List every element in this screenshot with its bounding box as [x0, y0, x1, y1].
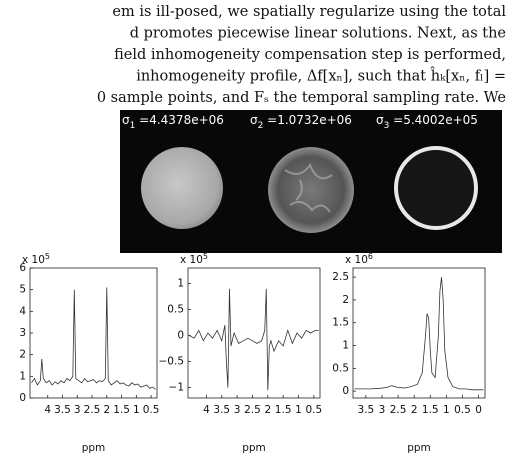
y-tick-label: 1 — [342, 340, 349, 352]
y-tick-label: 0 — [177, 330, 184, 342]
y-tick-label: 0 — [342, 385, 349, 397]
x-tick-label: 3.5 — [54, 404, 71, 416]
sigma-subscript: 1 — [130, 121, 136, 131]
y-tick-label: 2 — [19, 349, 26, 361]
x-tick-label: 3 — [74, 404, 81, 416]
x-tick-label: 2.5 — [84, 404, 101, 416]
multiplier-exponent: 5 — [203, 252, 208, 261]
sigma-subscript: 3 — [384, 121, 390, 131]
paragraph-line: d promotes piecewise linear solutions. N… — [130, 26, 506, 42]
y-tick-label: 3 — [19, 327, 26, 339]
x-tick-label: 2 — [264, 404, 271, 416]
x-tick-label: 1.5 — [113, 404, 130, 416]
x-tick-label: 0.5 — [454, 404, 471, 416]
paragraph-line: 0 sample points, and Fₛ the temporal sam… — [97, 90, 506, 106]
y-tick-label: 0.5 — [332, 362, 349, 374]
y-tick-label: 2 — [342, 294, 349, 306]
image-disk — [268, 147, 354, 233]
x-tick-label: 1 — [443, 404, 450, 416]
x-tick-label: 0.5 — [143, 404, 160, 416]
paragraph-line: inhomogeneity profile, Δf[xₙ], such that… — [136, 67, 506, 85]
y-tick-label: 5 — [19, 284, 26, 296]
y-tick-label: −1 — [169, 382, 184, 394]
x-tick-label: 2 — [103, 404, 110, 416]
paragraph-line: em is ill-posed, we spatially regularize… — [112, 4, 506, 20]
x-tick-label: 2 — [411, 404, 418, 416]
x-tick-label: 2.5 — [244, 404, 261, 416]
x-tick-label: 1 — [133, 404, 140, 416]
multiplier-base: x 10 — [345, 254, 368, 266]
x-tick-label: 3.5 — [213, 404, 230, 416]
image-texture — [284, 162, 333, 213]
x-tick-label: 2.5 — [390, 404, 407, 416]
sigma-label: σ2 =1.0732e+06 — [250, 113, 352, 131]
y-tick-label: 2.5 — [332, 271, 349, 283]
sigma-subscript: 2 — [258, 121, 264, 131]
image-ring — [394, 146, 478, 230]
x-tick-label: 1 — [295, 404, 302, 416]
y-tick-label: 0.5 — [167, 304, 184, 316]
axes-frame — [187, 267, 321, 399]
y-tick-label: 1 — [19, 370, 26, 382]
multiplier-base: x 10 — [22, 254, 45, 266]
y-tick-label: 6 — [19, 262, 26, 274]
y-tick-label: 1.5 — [332, 317, 349, 329]
sigma-symbol: σ — [122, 113, 130, 127]
multiplier-base: x 10 — [180, 254, 203, 266]
spectrum-line — [354, 277, 484, 391]
y-tick-label: −0.5 — [159, 356, 185, 368]
x-tick-label: 4 — [44, 404, 51, 416]
axes-frame — [352, 267, 486, 399]
multiplier-label: x 106 — [345, 252, 373, 267]
y-tick-label: 4 — [19, 305, 26, 317]
sigma-symbol: σ — [250, 113, 258, 127]
y-tick-label: 0 — [19, 392, 26, 404]
x-tick-label: 3 — [234, 404, 241, 416]
spectrum-line — [31, 287, 156, 390]
axes-frame — [29, 267, 158, 399]
image-disk — [141, 147, 223, 229]
x-tick-label: 0.5 — [306, 404, 323, 416]
content: em is ill-posed, we spatially regularize… — [19, 4, 506, 454]
x-tick-label: 1.5 — [422, 404, 439, 416]
sigma-symbol: σ — [376, 113, 384, 127]
x-axis-label: ppm — [407, 442, 431, 454]
x-tick-label: 3.5 — [358, 404, 375, 416]
y-tick-label: 1 — [177, 278, 184, 290]
sigma-value: =4.4378e+06 — [135, 113, 224, 127]
multiplier-label: x 105 — [22, 252, 50, 267]
paragraph-line: field inhomogeneity compensation step is… — [114, 47, 506, 63]
multiplier-exponent: 6 — [368, 252, 373, 261]
x-tick-label: 1.5 — [275, 404, 292, 416]
x-tick-label: 4 — [203, 404, 210, 416]
sigma-value: =5.4002e+05 — [389, 113, 478, 127]
x-axis-label: ppm — [242, 442, 266, 454]
x-axis-label: ppm — [82, 442, 106, 454]
x-tick-label: 3 — [379, 404, 386, 416]
sigma-value: =1.0732e+06 — [263, 113, 352, 127]
spectrum-line — [189, 288, 319, 391]
multiplier-exponent: 5 — [45, 252, 50, 261]
sigma-label: σ1 =4.4378e+06 — [122, 113, 224, 131]
x-tick-label: 0 — [475, 404, 482, 416]
multiplier-label: x 105 — [180, 252, 208, 267]
sigma-label: σ3 =5.4002e+05 — [376, 113, 478, 131]
